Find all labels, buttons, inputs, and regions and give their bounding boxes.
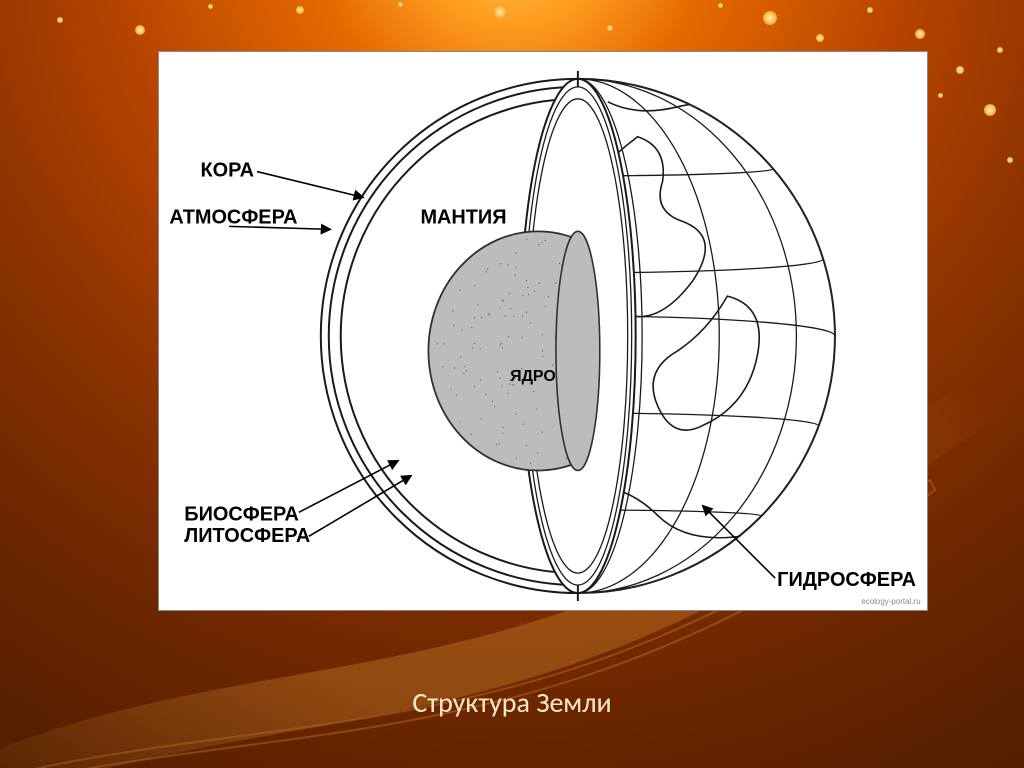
- label-crust: КОРА: [200, 160, 254, 182]
- label-core: ЯДРО: [510, 368, 556, 385]
- label-biosphere: БИОСФЕРА: [184, 503, 299, 525]
- label-hydrosphere: ГИДРОСФЕРА: [777, 569, 916, 591]
- label-atmosphere: АТМОСФЕРА: [169, 206, 297, 228]
- diagram-card: КОРА АТМОСФЕРА МАНТИЯ ЯДРО БИОСФЕРАЛИТОСФЕРА…: [158, 51, 928, 611]
- slide-caption: Структура Земли: [0, 685, 1024, 720]
- slide: КОРА АТМОСФЕРА МАНТИЯ ЯДРО БИОСФЕРАЛИТОСФЕРА…: [0, 0, 1024, 768]
- earth-structure-diagram: КОРА АТМОСФЕРА МАНТИЯ ЯДРО БИОСФЕРАЛИТОСФЕРА…: [159, 52, 927, 610]
- watermark: ecology-portal.ru: [861, 597, 920, 606]
- label-mantle: МАНТИЯ: [420, 206, 506, 228]
- label-lithosphere: ЛИТОСФЕРА: [184, 525, 310, 547]
